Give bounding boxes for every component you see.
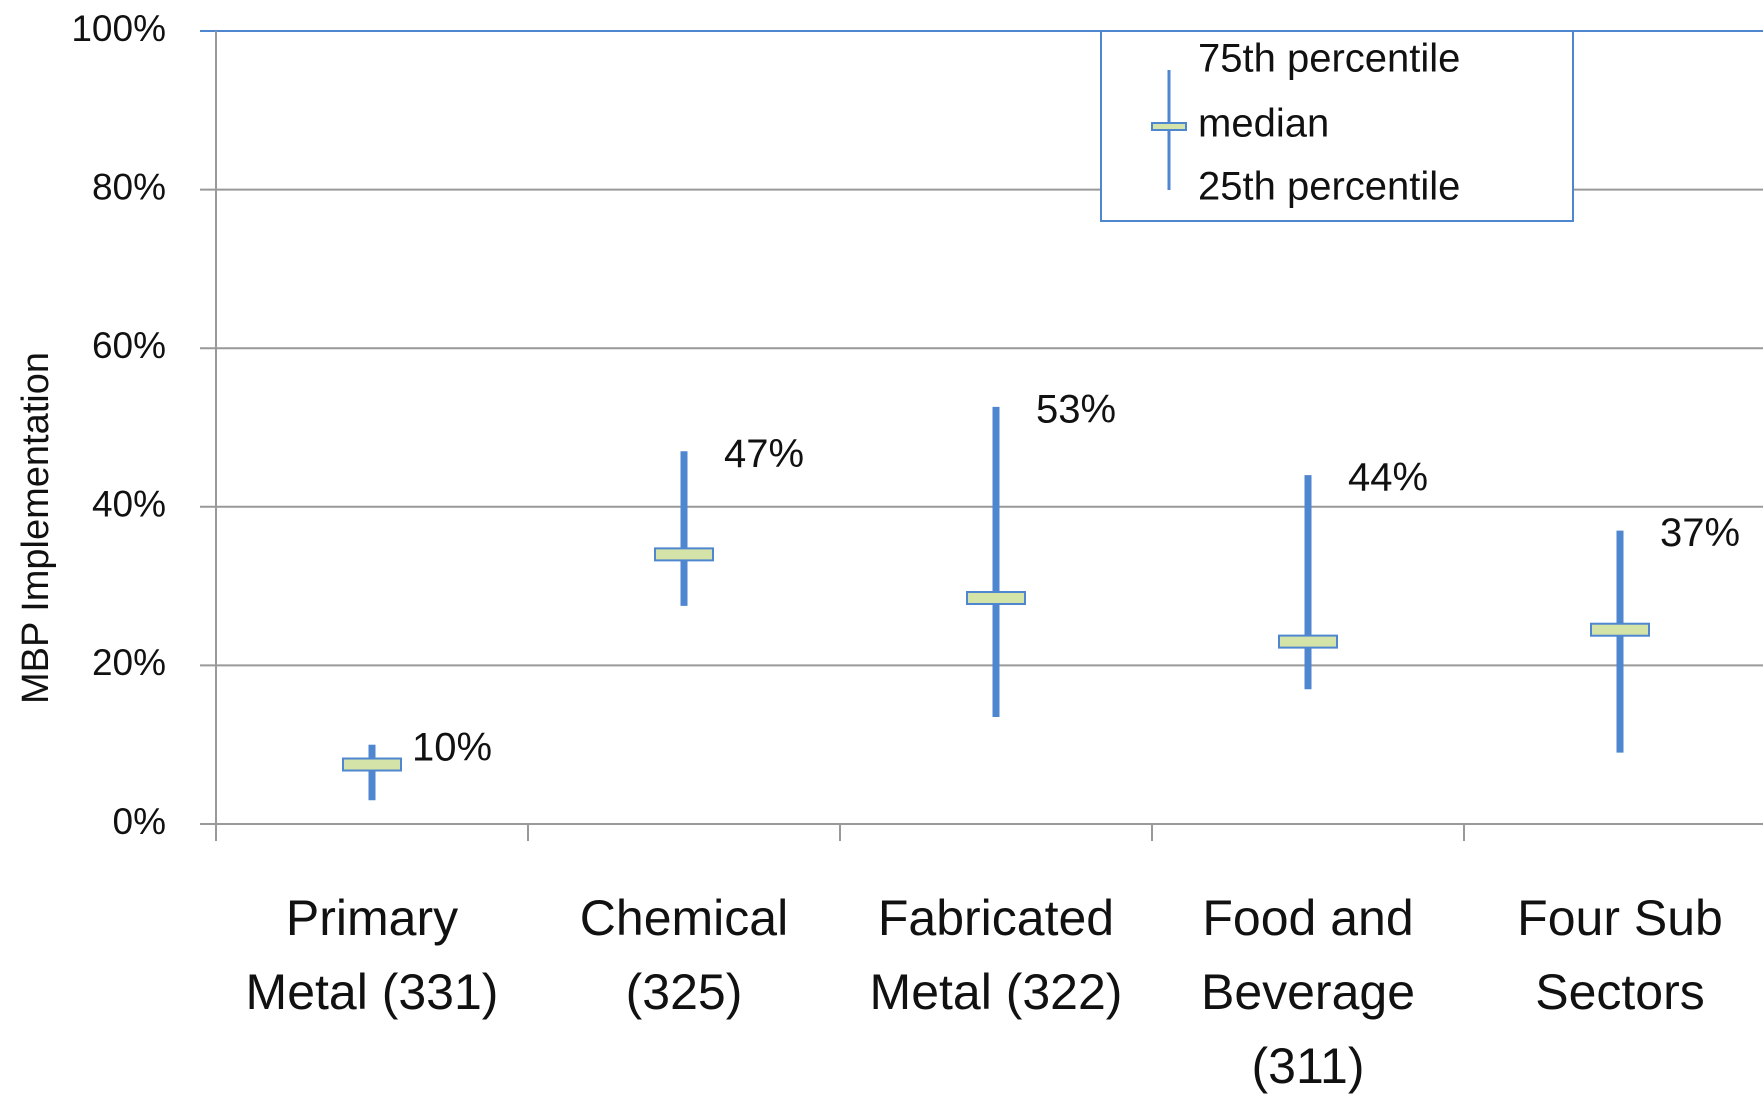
x-tick-label: Primary Metal (331) [245, 890, 499, 1020]
legend-median [1151, 122, 1187, 131]
value-label: 44% [1348, 456, 1428, 500]
median-marker [342, 757, 402, 772]
value-label: 37% [1660, 511, 1740, 555]
median-marker [654, 547, 714, 562]
y-tick-label: 20% [92, 642, 166, 683]
x-tick-label: Food and Beverage (311) [1200, 890, 1416, 1094]
legend-label: 75th percentile [1198, 37, 1460, 81]
y-tick-label: 60% [92, 325, 166, 366]
median-marker [966, 590, 1026, 605]
legend-label: median [1198, 102, 1329, 146]
x-tick-label: Chemical (325) [579, 890, 789, 1020]
legend-label: 25th percentile [1198, 165, 1460, 209]
value-label: 10% [412, 725, 492, 769]
x-tick-label: Four Sub Sectors [1517, 890, 1723, 1020]
median-marker [1278, 634, 1338, 649]
y-tick-label: 40% [92, 484, 166, 525]
value-label: 47% [724, 432, 804, 476]
median-marker [1590, 622, 1650, 637]
y-tick-label: 80% [92, 166, 166, 207]
value-label: 53% [1036, 387, 1116, 431]
x-tick-label: Fabricated Metal (322) [869, 890, 1123, 1020]
y-tick-label: 100% [71, 8, 166, 49]
y-tick-label: 0% [113, 801, 166, 842]
y-axis-label: MBP Implementation [15, 352, 57, 704]
